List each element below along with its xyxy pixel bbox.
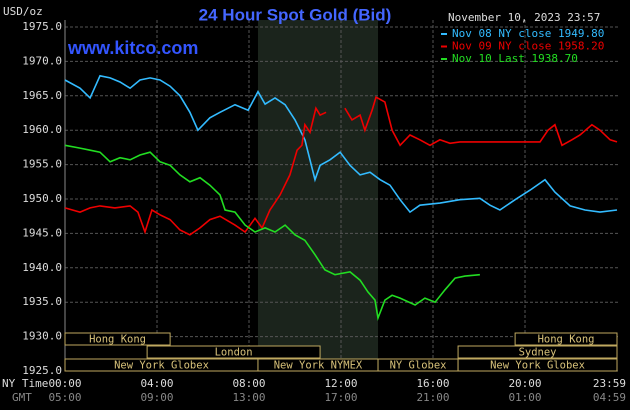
session-box — [457, 345, 618, 359]
x-tick-label: 00:00 — [48, 377, 81, 390]
session-box — [64, 332, 171, 346]
y-tick-label: 1945.0 — [22, 226, 62, 239]
session-label: Hong Kong — [538, 334, 595, 346]
x-tick-label: 12:00 — [324, 377, 357, 390]
series-line — [64, 96, 618, 236]
session-label: New York NYMEX — [274, 360, 363, 372]
unit-label: USD/oz — [3, 5, 43, 18]
legend-label: Nov 08 NY close 1949.80 — [452, 27, 604, 40]
y-tick-label: 1940.0 — [22, 261, 62, 274]
x-tick-label: 04:00 — [140, 377, 173, 390]
session-box — [146, 345, 321, 359]
session-box — [457, 358, 618, 372]
y-tick-label: 1960.0 — [22, 123, 62, 136]
y-tick-label: 1930.0 — [22, 330, 62, 343]
session-shade — [257, 20, 379, 371]
y-tick-label: 1935.0 — [22, 295, 62, 308]
line-layer — [64, 74, 618, 322]
session-label: New York Globex — [114, 360, 209, 372]
session-label: London — [215, 347, 253, 359]
chart-title: 24 Hour Spot Gold (Bid) — [199, 5, 392, 24]
legend-label: Nov 09 NY close 1958.20 — [452, 40, 604, 53]
x-tick-label-gmt: 21:00 — [416, 391, 449, 404]
timestamp: November 10, 2023 23:57 — [448, 11, 600, 24]
x-tick-label: 20:00 — [508, 377, 541, 390]
session-label: NY Globex — [390, 360, 447, 372]
y-tick-label: 1925.0 — [22, 364, 62, 377]
shade-layer — [257, 20, 379, 371]
session-label: New York Globex — [490, 360, 585, 372]
site-name: www.kitco.com — [67, 38, 198, 58]
session-box — [514, 332, 618, 346]
session-label: Sydney — [519, 347, 557, 359]
x-tick-label-gmt: 17:00 — [324, 391, 357, 404]
x-row-label: NY Time — [2, 377, 48, 390]
y-tick-label: 1950.0 — [22, 192, 62, 205]
label-layer: 1975.0 1970.0 1965.0 1960.0 1955.0 1950.0 1945… — [22, 20, 626, 404]
x-tick-label-gmt: 09:00 — [140, 391, 173, 404]
x-row-label: GMT — [12, 391, 32, 404]
y-tick-label: 1970.0 — [22, 54, 62, 67]
y-tick-label: 1965.0 — [22, 89, 62, 102]
x-tick-label: 23:59 — [593, 377, 626, 390]
series-line — [64, 144, 480, 322]
x-tick-label: 16:00 — [416, 377, 449, 390]
x-tick-label-gmt: 13:00 — [232, 391, 265, 404]
x-tick-label-gmt: 04:59 — [593, 391, 626, 404]
y-tick-label: 1975.0 — [22, 20, 62, 33]
x-tick-label: 08:00 — [232, 377, 265, 390]
y-tick-label: 1955.0 — [22, 158, 62, 171]
series-line — [64, 74, 618, 214]
legend-label: Nov 10 Last 1938.70 — [452, 52, 578, 65]
x-tick-label-gmt: 01:00 — [508, 391, 541, 404]
session-label: Hong Kong — [89, 334, 146, 346]
x-tick-label-gmt: 05:00 — [48, 391, 81, 404]
